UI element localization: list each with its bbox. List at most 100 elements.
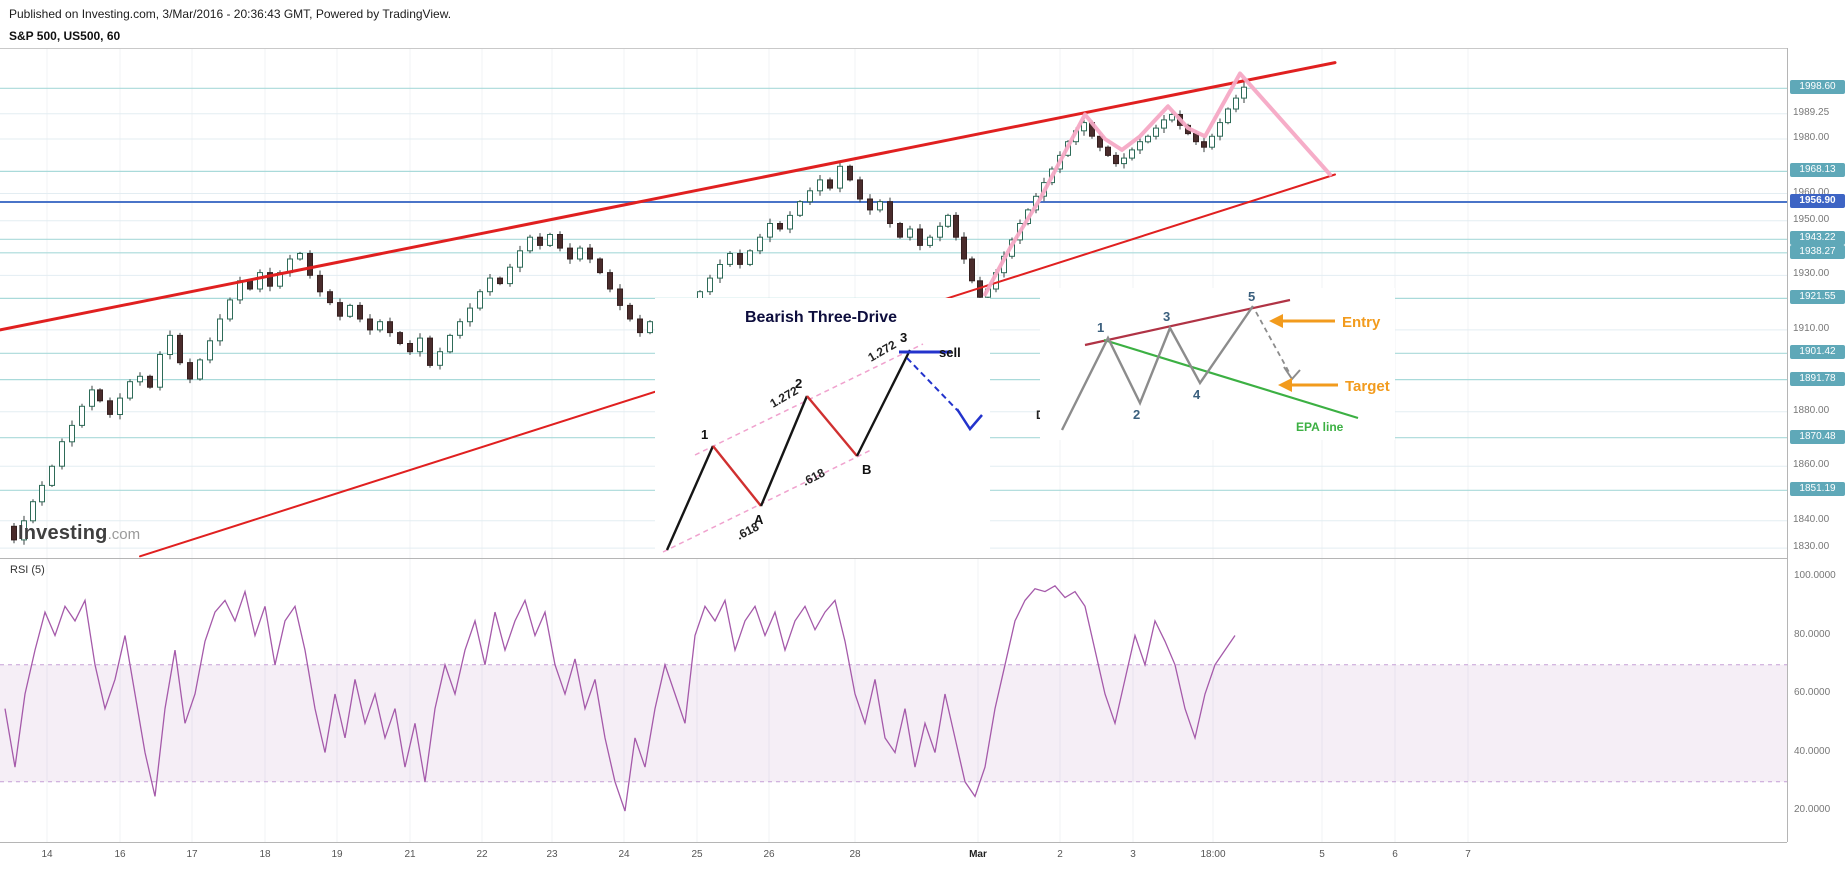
price-zigzag <box>1060 305 1254 431</box>
rsi-line <box>4 584 1236 812</box>
price-axis-label: 1921.55 <box>1790 290 1845 305</box>
candle-down <box>917 228 923 246</box>
candle-up <box>217 318 223 342</box>
candle-down <box>307 253 313 276</box>
candle-up <box>347 304 353 317</box>
candle-up <box>457 321 463 336</box>
time-axis-label: 26 <box>763 849 775 860</box>
sell-projection-dashed-line <box>906 357 961 414</box>
candle-up <box>707 277 713 293</box>
rsi-axis-label: 20.0000 <box>1794 804 1831 815</box>
candle-down <box>337 302 343 317</box>
candle-up <box>30 501 36 522</box>
projection-dashed-line <box>1255 311 1291 375</box>
candle-down <box>97 389 103 402</box>
candle-down <box>107 400 113 415</box>
inset-entry-target-diagram: 1 2 3 4 5 Entry Target EPA line <box>1040 288 1395 440</box>
ratio-1272-label-2: 1.272 <box>866 337 899 364</box>
rsi-axis-label: 100.0000 <box>1794 570 1836 581</box>
candle-up <box>907 228 913 238</box>
time-axis-label: Mar <box>969 849 987 860</box>
candle-down <box>557 234 563 249</box>
candle-down <box>427 337 433 366</box>
point-1-label: 1 <box>701 427 708 442</box>
candle-down <box>317 274 323 293</box>
published-header: Published on Investing.com, 3/Mar/2016 -… <box>9 7 452 21</box>
swing-point-5-label: 5 <box>1248 289 1255 304</box>
candle-down <box>867 198 873 211</box>
rsi-axis: 100.0000 80.0000 60.0000 40.0000 20.0000 <box>1789 558 1847 842</box>
candle-down <box>567 247 573 260</box>
upper-red-trendline <box>0 61 1337 332</box>
candle-down <box>187 362 193 380</box>
candle-down <box>247 280 253 290</box>
candle-up <box>197 359 203 380</box>
swing-point-2-label: 2 <box>1133 407 1140 422</box>
candle-down <box>587 247 593 260</box>
candle-up <box>207 340 213 361</box>
rsi-band <box>0 664 1787 782</box>
candle-down <box>737 253 743 265</box>
candle-up <box>757 236 763 252</box>
candle-up <box>807 190 813 203</box>
price-axis: 1998.60 1989.25 1980.00 1968.13 1960.00 1956.… <box>1787 48 1847 842</box>
three-drive-diagram: Bearish Three-Drive 1 2 3 A B sell 1.272… <box>662 309 983 553</box>
investing-watermark: Investing.com <box>18 522 140 545</box>
price-axis-label: 1980.00 <box>1793 132 1830 143</box>
candle-up <box>477 291 483 309</box>
target-label: Target <box>1345 378 1390 395</box>
candle-down <box>827 179 833 189</box>
candle-up <box>717 264 723 279</box>
time-axis-label: 24 <box>618 849 630 860</box>
candle-up <box>1233 97 1239 110</box>
candle-up <box>1241 86 1247 99</box>
candle-up <box>1129 149 1135 159</box>
candle-down <box>597 258 603 274</box>
time-axis-label: 5 <box>1319 849 1325 860</box>
candle-down <box>607 272 613 290</box>
price-axis-label: 1891.78 <box>1790 371 1845 386</box>
candle-up <box>487 277 493 293</box>
candle-down <box>357 304 363 320</box>
candle-down <box>637 318 643 334</box>
retrace-b-leg <box>806 395 858 457</box>
candle-down <box>627 304 633 320</box>
time-axis-label: 28 <box>849 849 861 860</box>
candle-down <box>857 179 863 200</box>
candle-up <box>1137 141 1143 151</box>
inset-bearish-three-drive: Bearish Three-Drive 1 2 3 A B sell 1.272… <box>655 298 990 558</box>
price-axis-label: 1998.60 <box>1790 80 1845 95</box>
candle-down <box>617 288 623 306</box>
candle-down <box>1105 146 1111 156</box>
time-axis-label: 3 <box>1130 849 1136 860</box>
candle-down <box>267 272 273 287</box>
price-axis-label: 1938.27 <box>1790 244 1845 259</box>
candle-up <box>49 465 55 486</box>
price-axis-label: 1960.00 <box>1793 186 1830 198</box>
epa-line <box>1103 338 1359 420</box>
rsi-pane <box>0 558 1787 843</box>
target-arrow-icon <box>1278 378 1292 392</box>
time-axis-label: 25 <box>691 849 703 860</box>
last-price-axis-label: 1956.90 <box>1790 194 1845 208</box>
candle-up <box>167 334 173 355</box>
price-axis-label: 1860.00 <box>1793 459 1830 471</box>
time-axis-label: 21 <box>404 849 416 860</box>
drive1-up-leg <box>665 445 715 551</box>
time-axis-label: 2 <box>1057 849 1063 860</box>
inset-title: Bearish Three-Drive <box>745 309 897 326</box>
point-2-label: 2 <box>795 376 802 391</box>
candle-down <box>497 277 503 285</box>
candle-down <box>777 223 783 230</box>
swing-point-3-label: 3 <box>1163 309 1170 324</box>
candle-up <box>767 223 773 238</box>
candle-up <box>1217 122 1223 137</box>
pink-projection-path <box>983 71 1332 297</box>
price-axis-label: 1870.48 <box>1790 429 1845 444</box>
candle-down <box>969 258 975 282</box>
candle-up <box>1121 157 1127 165</box>
candle-down <box>177 334 183 364</box>
candle-up <box>817 179 823 192</box>
candle-up <box>447 334 453 353</box>
